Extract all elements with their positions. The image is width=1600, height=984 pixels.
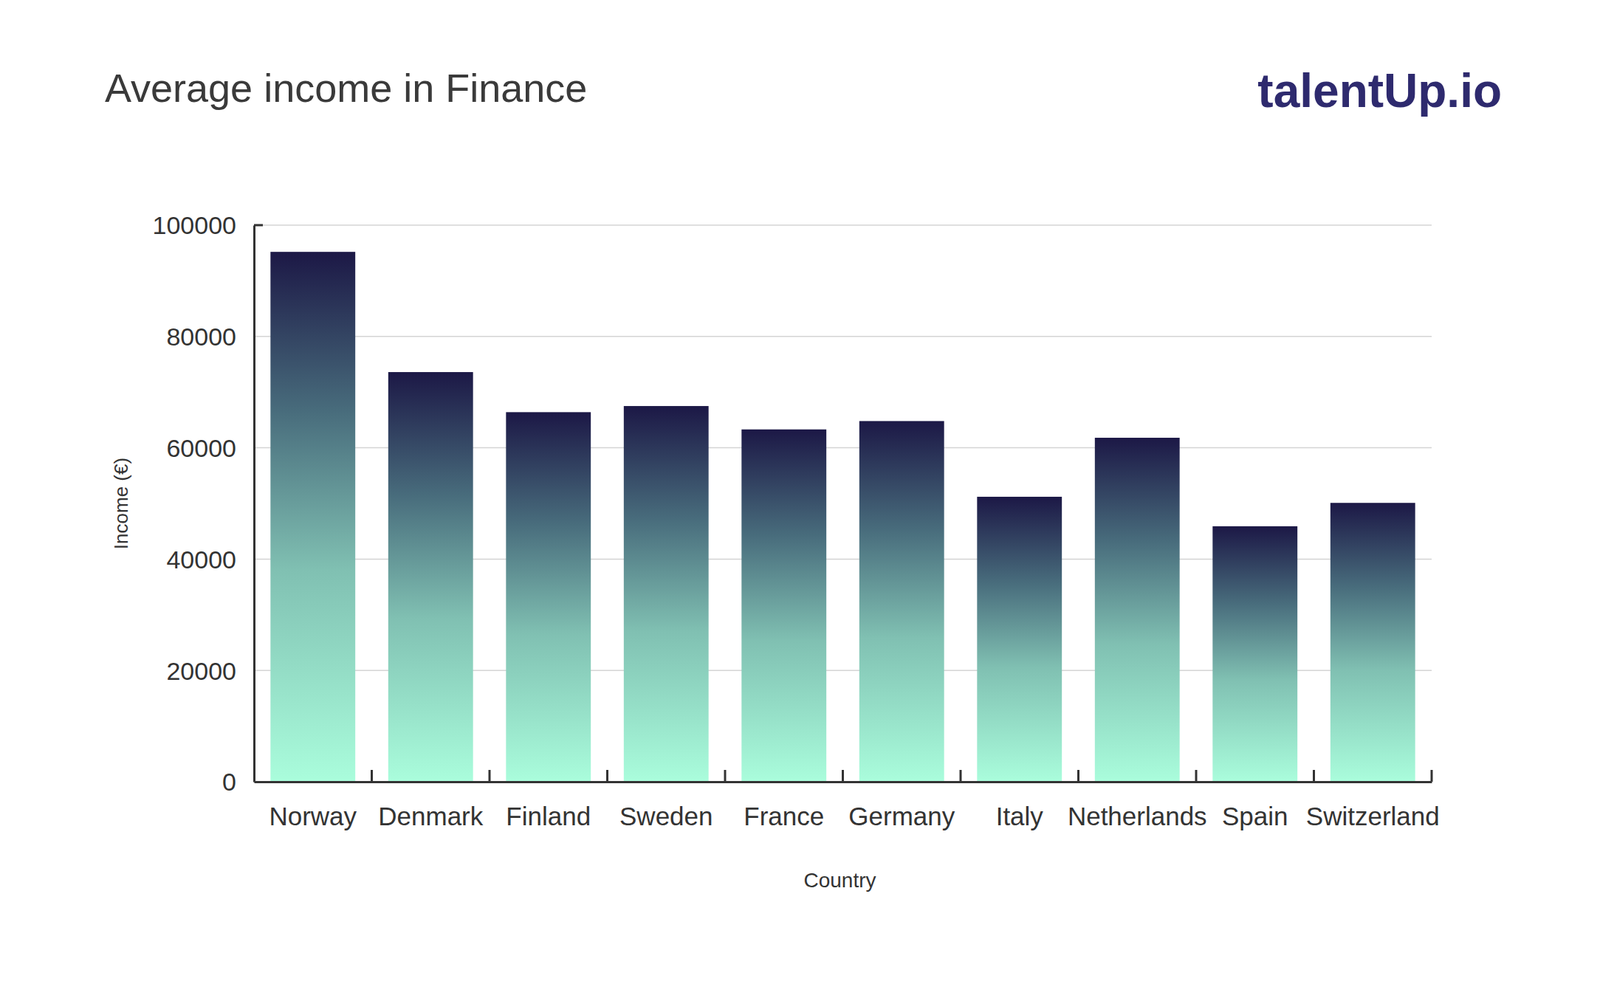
y-tick-label: 20000	[166, 657, 237, 686]
y-tick: 100000	[152, 211, 254, 240]
x-separator	[1430, 770, 1434, 782]
x-separator	[724, 770, 727, 782]
y-tick: 0	[222, 767, 254, 796]
grid-line	[253, 224, 1432, 226]
x-tick: Denmark	[378, 781, 483, 831]
grid-line	[253, 335, 1432, 338]
y-axis-title: Income (€)	[110, 457, 133, 550]
x-tick-label: Netherlands	[1067, 801, 1208, 831]
y-tick: 80000	[166, 322, 254, 351]
x-tick-label: Italy	[996, 801, 1045, 831]
y-tick-label: 80000	[166, 322, 237, 351]
bar	[976, 496, 1062, 782]
y-axis-line	[253, 225, 256, 783]
x-axis: Norway Denmark Finland Sweden France Germany I…	[254, 770, 1440, 831]
x-tick-label: Finland	[505, 801, 591, 831]
grid	[253, 225, 1432, 782]
x-tick: Finland	[505, 781, 591, 831]
x-tick: Switzerland	[1306, 781, 1440, 831]
bar	[1094, 437, 1180, 782]
x-separator	[1312, 770, 1315, 782]
bar	[741, 429, 827, 782]
x-tick: Italy	[996, 781, 1045, 831]
x-tick: Netherlands	[1067, 781, 1208, 831]
x-tick-label: France	[743, 801, 824, 831]
x-separators	[372, 770, 1433, 782]
x-tick-label: Norway	[268, 801, 357, 831]
chart: Average income in Finance talentUp.io 0 200…	[0, 0, 1600, 984]
logo: talentUp.io	[1257, 64, 1502, 118]
x-tick-label: Denmark	[378, 801, 483, 831]
x-tick-label: Switzerland	[1306, 801, 1440, 831]
bar	[1212, 526, 1298, 782]
x-tick-label: Sweden	[619, 801, 713, 831]
x-tick: Spain	[1221, 781, 1289, 831]
x-separator	[606, 770, 609, 782]
plot: 0 20000 40000 60000 80000 100000 Norway Denmark…	[152, 211, 1440, 830]
x-separator	[841, 770, 844, 782]
y-tick-label: 60000	[166, 434, 237, 463]
x-tick: France	[743, 781, 824, 831]
bar	[270, 251, 356, 782]
x-tick: Sweden	[619, 781, 713, 831]
x-tick-label: Germany	[848, 801, 955, 831]
bar	[505, 411, 591, 782]
x-separator	[488, 770, 492, 782]
title: Average income in Finance	[104, 65, 587, 111]
y-axis: 0 20000 40000 60000 80000 100000	[152, 211, 255, 796]
x-separator	[370, 770, 373, 782]
y-tick-label: 100000	[152, 211, 237, 240]
y-tick-label: 0	[222, 767, 237, 796]
y-tick: 60000	[166, 434, 254, 463]
x-separator	[959, 770, 963, 782]
bars	[270, 251, 1415, 782]
y-tick-label: 40000	[166, 545, 237, 574]
x-tick-label: Spain	[1221, 801, 1289, 831]
bar	[623, 406, 709, 782]
x-axis-title: Country	[803, 869, 876, 892]
axis-stub	[253, 224, 263, 227]
y-tick: 20000	[166, 657, 254, 686]
x-tick: Germany	[848, 781, 955, 831]
bar	[1330, 502, 1416, 782]
x-separator	[1195, 770, 1198, 782]
x-tick: Norway	[268, 781, 357, 831]
x-separator	[1077, 770, 1080, 782]
bar	[859, 420, 945, 782]
bar	[388, 372, 474, 782]
y-tick: 40000	[166, 545, 254, 574]
